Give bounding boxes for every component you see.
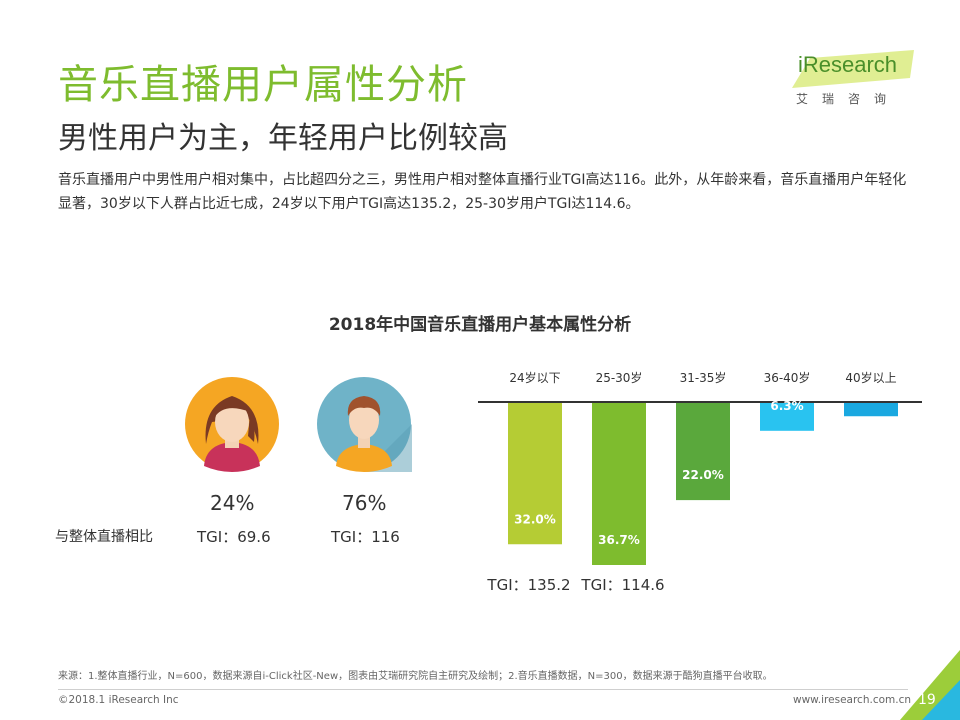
description-text: 音乐直播用户中男性用户相对集中，占比超四分之三，男性用户相对整体直播行业TGI高… (58, 172, 907, 212)
male-avatar-icon (317, 377, 412, 472)
logo-leaf-icon (792, 50, 914, 88)
iresearch-logo: iResearch 艾瑞咨询 (790, 48, 920, 118)
compare-label: 与整体直播相比 (55, 529, 153, 545)
bar-value-label: 36.7% (598, 533, 640, 547)
category-label: 31-35岁 (680, 370, 727, 385)
page-number: 19 (918, 692, 936, 708)
category-label: 36-40岁 (764, 370, 811, 385)
copyright-text: ©2018.1 iResearch Inc (58, 694, 179, 706)
bar-value-label: 22.0% (682, 468, 724, 482)
page-title: 音乐直播用户属性分析 (58, 62, 468, 108)
category-label: 40岁以上 (845, 370, 896, 385)
page-subtitle: 男性用户为主，年轻用户比例较高 (58, 121, 508, 156)
footer-divider (58, 689, 908, 690)
age-tgi-label: TGI：135.2 (486, 576, 570, 594)
logo-sub-text: 艾瑞咨询 (796, 92, 901, 106)
website-text: www.iresearch.com.cn (793, 694, 912, 706)
source-note: 来源：1.整体直播行业，N=600，数据来源自i-Click社区-New，图表由… (58, 671, 773, 682)
female-tgi: TGI：69.6 (197, 528, 271, 546)
category-label: 24岁以下 (509, 370, 560, 385)
age-bar (760, 403, 814, 431)
female-avatar-icon (185, 377, 279, 472)
female-percent: 24% (210, 491, 255, 515)
age-bar (592, 403, 646, 565)
bar-value-label: 3.0% (854, 384, 887, 398)
corner-decoration (900, 650, 960, 720)
age-bar-chart: 24岁以下 32.0% 25-30岁 36.7% 31-35岁 22.0% 36-40岁 6.… (478, 370, 922, 594)
bar-value-label: 32.0% (514, 512, 556, 526)
age-tgi-label: TGI：114.6 (580, 576, 664, 594)
male-percent: 76% (342, 491, 387, 515)
logo-brand-text: iResearch (798, 52, 898, 77)
age-bar (508, 403, 562, 545)
male-tgi: TGI：116 (331, 528, 400, 546)
age-bar (676, 403, 730, 501)
bar-value-label: 6.3% (770, 399, 803, 413)
chart-title: 2018年中国音乐直播用户基本属性分析 (328, 315, 632, 335)
category-label: 25-30岁 (596, 370, 643, 385)
age-bar (844, 403, 898, 417)
